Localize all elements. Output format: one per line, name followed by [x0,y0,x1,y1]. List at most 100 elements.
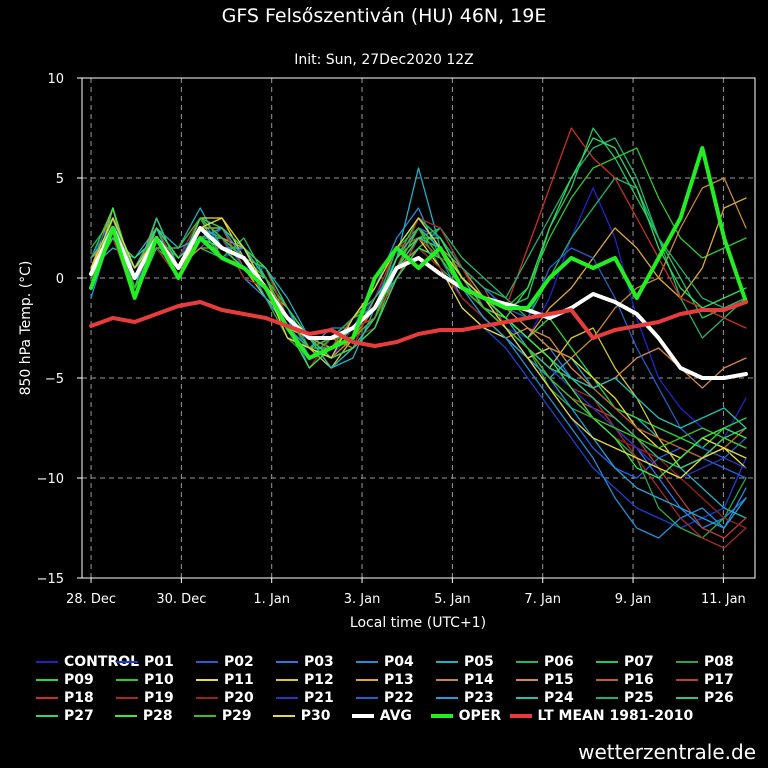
legend-label: P23 [464,690,494,706]
legend-item: P27 [36,708,115,724]
legend-label: P02 [224,654,254,670]
legend-label: P19 [144,690,174,706]
legend-swatch [436,679,458,681]
x-tick-label: 9. Jan [615,592,652,607]
y-tick-label: −5 [45,372,64,387]
legend-label: P09 [64,672,94,688]
legend-swatch [196,679,218,681]
legend-label: P01 [144,654,174,670]
legend-swatch [676,661,698,663]
legend-label: P11 [224,672,254,688]
legend-label: P03 [304,654,334,670]
legend-label: P08 [704,654,734,670]
legend-swatch [516,661,538,663]
legend-item: P02 [196,654,276,670]
legend-swatch [272,715,295,717]
legend-swatch [196,661,218,663]
legend-label: P13 [384,672,414,688]
legend-swatch [516,697,538,699]
legend-swatch [596,661,618,663]
legend-item: P21 [276,690,356,706]
legend-label: P10 [144,672,174,688]
legend-item: CONTROL [36,654,139,670]
chart-title: GFS Felsőszentiván (HU) 46N, 19E [222,5,547,27]
legend-item: P30 [272,708,352,724]
series-line-p29 [90,217,747,449]
series-line-p05 [90,167,747,519]
legend-swatch [676,679,698,681]
legend-label: P30 [300,708,331,724]
y-axis-label: 850 hPa Temp. (°C) [18,261,34,396]
x-tick-label: 3. Jan [344,592,381,607]
legend-label: P15 [544,672,574,688]
legend-item: P26 [676,690,756,706]
legend-item: P11 [196,672,276,688]
legend-swatch [36,697,58,699]
legend-swatch [596,679,618,681]
legend-label: P06 [544,654,574,670]
legend-item: AVG [351,708,431,724]
x-tick-label: 5. Jan [434,592,471,607]
legend-swatch [114,715,137,717]
legend-row: P18 P19 P20 P21 P22 P23 P24 P25 P26 [36,689,766,707]
legend-item: P03 [276,654,356,670]
legend-row: P27 P28 P29 P30 AVG OPER LT MEAN 1981-2010 [36,707,766,725]
legend-label: P29 [221,708,252,724]
legend-swatch [676,697,698,699]
x-tick-label: 30. Dec [156,592,206,607]
legend-item: P10 [116,672,196,688]
series-layer [89,127,748,549]
legend-swatch [116,697,138,699]
legend-item: P12 [276,672,356,688]
legend-item: P22 [356,690,436,706]
legend-label: P18 [64,690,94,706]
legend-swatch [36,679,58,681]
legend-item: P05 [436,654,516,670]
legend-swatch [116,661,138,663]
legend-swatch [436,661,458,663]
y-tick-label: 5 [56,172,64,187]
legend-item: P07 [596,654,676,670]
series-line-avg [89,226,748,380]
x-tick-label: 1. Jan [253,592,290,607]
y-tick-label: 10 [47,72,64,87]
x-tick-label: 28. Dec [66,592,116,607]
legend-label: P25 [624,690,654,706]
legend-item: P04 [356,654,436,670]
legend-swatch [276,679,298,681]
legend-label: P16 [624,672,654,688]
legend-swatch [596,697,618,699]
x-axis-label: Local time (UTC+1) [350,615,486,631]
y-tick-label: −15 [37,572,64,587]
legend: CONTROL P01 P02 P03 P04 P05 P06 P07 P08 P09 P10 P11… [36,653,766,725]
legend-item: P13 [356,672,436,688]
legend-label: P27 [64,708,94,724]
series-line-control [90,187,747,439]
legend-item: OPER [430,708,510,724]
legend-label: P24 [544,690,574,706]
y-tick-label: −10 [37,472,64,487]
legend-swatch [196,697,218,699]
x-tick-label: 7. Jan [524,592,561,607]
legend-item: P01 [116,654,196,670]
legend-swatch [276,661,298,663]
plot-frame [81,77,756,579]
legend-swatch [436,697,458,699]
legend-label: CONTROL [64,654,140,670]
legend-swatch [516,679,538,681]
legend-item: P20 [196,690,276,706]
legend-label: P05 [464,654,494,670]
legend-item: P18 [36,690,116,706]
legend-item: P25 [596,690,676,706]
legend-item: P19 [116,690,196,706]
legend-swatch [351,714,374,718]
legend-label: P21 [304,690,334,706]
legend-label: AVG [379,708,412,724]
series-line-lt-mean-1981-2010 [89,300,748,348]
legend-swatch [116,679,138,681]
legend-swatch [36,715,58,717]
legend-item: P16 [596,672,676,688]
legend-item: P09 [36,672,116,688]
legend-label: P12 [304,672,334,688]
